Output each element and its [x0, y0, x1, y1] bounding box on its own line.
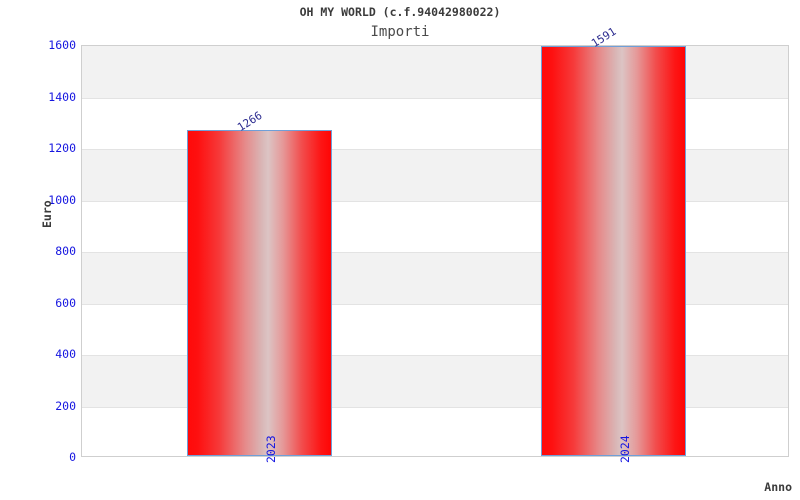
x-axis-title: Anno	[764, 480, 792, 494]
y-axis-title: Euro	[40, 200, 54, 228]
y-tick-label: 1400	[48, 89, 76, 104]
y-tick-label: 1600	[48, 38, 76, 52]
y-tick-label: 200	[55, 398, 76, 413]
y-tick-label: 1200	[48, 141, 76, 155]
gridline	[82, 97, 788, 99]
bar[interactable]	[540, 46, 686, 456]
gridline	[82, 303, 788, 305]
y-tick-label: 600	[55, 295, 76, 310]
chart-title: OH MY WORLD (c.f.94042980022)	[299, 5, 501, 19]
gridline	[82, 252, 788, 253]
gridline	[82, 355, 788, 356]
y-tick-label: 400	[55, 347, 76, 361]
y-axis-ticks: 0 200 400 600 800 1000 1200 1400 1600	[13, 38, 76, 464]
y-tick-label: 1000	[48, 192, 76, 207]
x-tick-label: 2023	[264, 435, 278, 463]
bars-layer	[82, 46, 788, 456]
y-tick-label: 0	[69, 450, 76, 464]
gridline	[82, 406, 788, 408]
plot-area	[81, 45, 789, 457]
bar[interactable]	[186, 130, 332, 456]
x-tick-label: 2024	[618, 435, 632, 463]
gridline	[82, 149, 788, 150]
gridline	[82, 200, 788, 202]
chart-subtitle: Importi	[370, 24, 430, 40]
y-tick-label: 800	[55, 244, 76, 258]
